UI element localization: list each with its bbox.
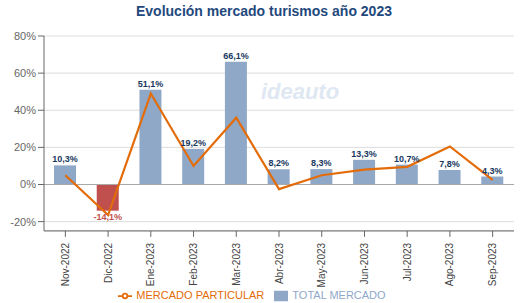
svg-text:Abr-2023: Abr-2023 <box>274 242 285 284</box>
svg-text:13,3%: 13,3% <box>351 149 377 159</box>
svg-text:Sep-2023: Sep-2023 <box>487 242 498 286</box>
svg-text:-20%: -20% <box>10 216 36 228</box>
svg-text:-14,1%: -14,1% <box>93 212 122 222</box>
svg-text:20%: 20% <box>14 141 36 153</box>
svg-text:51,1%: 51,1% <box>138 79 164 89</box>
svg-text:0%: 0% <box>20 178 36 190</box>
svg-text:60%: 60% <box>14 67 36 79</box>
html-text:TOTAL MERCADO: TOTAL MERCADO <box>292 288 386 301</box>
svg-text:66,1%: 66,1% <box>223 51 249 61</box>
svg-text:Feb-2023: Feb-2023 <box>188 242 199 285</box>
svg-text:19,2%: 19,2% <box>180 138 206 148</box>
svg-text:Mar-2023: Mar-2023 <box>231 242 242 285</box>
html-text:MERCADO PARTICULAR: MERCADO PARTICULAR <box>136 288 265 301</box>
svg-text:Ene-2023: Ene-2023 <box>145 242 156 286</box>
svg-text:Jul-2023: Jul-2023 <box>402 242 413 281</box>
svg-text:80%: 80% <box>14 30 36 42</box>
svg-text:8,3%: 8,3% <box>311 158 332 168</box>
svg-text:May-2023: May-2023 <box>316 242 327 287</box>
svg-text:10,7%: 10,7% <box>394 154 420 164</box>
svg-text:40%: 40% <box>14 104 36 116</box>
svg-text:10,3%: 10,3% <box>52 154 78 164</box>
svg-text:Ago-2023: Ago-2023 <box>444 242 455 286</box>
svg-text:Nov-2022: Nov-2022 <box>60 242 71 286</box>
svg-text:7,8%: 7,8% <box>439 159 460 169</box>
svg-text:8,2%: 8,2% <box>268 158 289 168</box>
html-text:Evolución mercado turismos año: Evolución mercado turismos año 2023 <box>136 3 392 19</box>
html-text:ideauto: ideauto <box>260 79 340 104</box>
svg-text:Dic-2022: Dic-2022 <box>103 242 114 282</box>
svg-text:Jun-2023: Jun-2023 <box>359 242 370 284</box>
svg-text:4,3%: 4,3% <box>482 166 503 176</box>
